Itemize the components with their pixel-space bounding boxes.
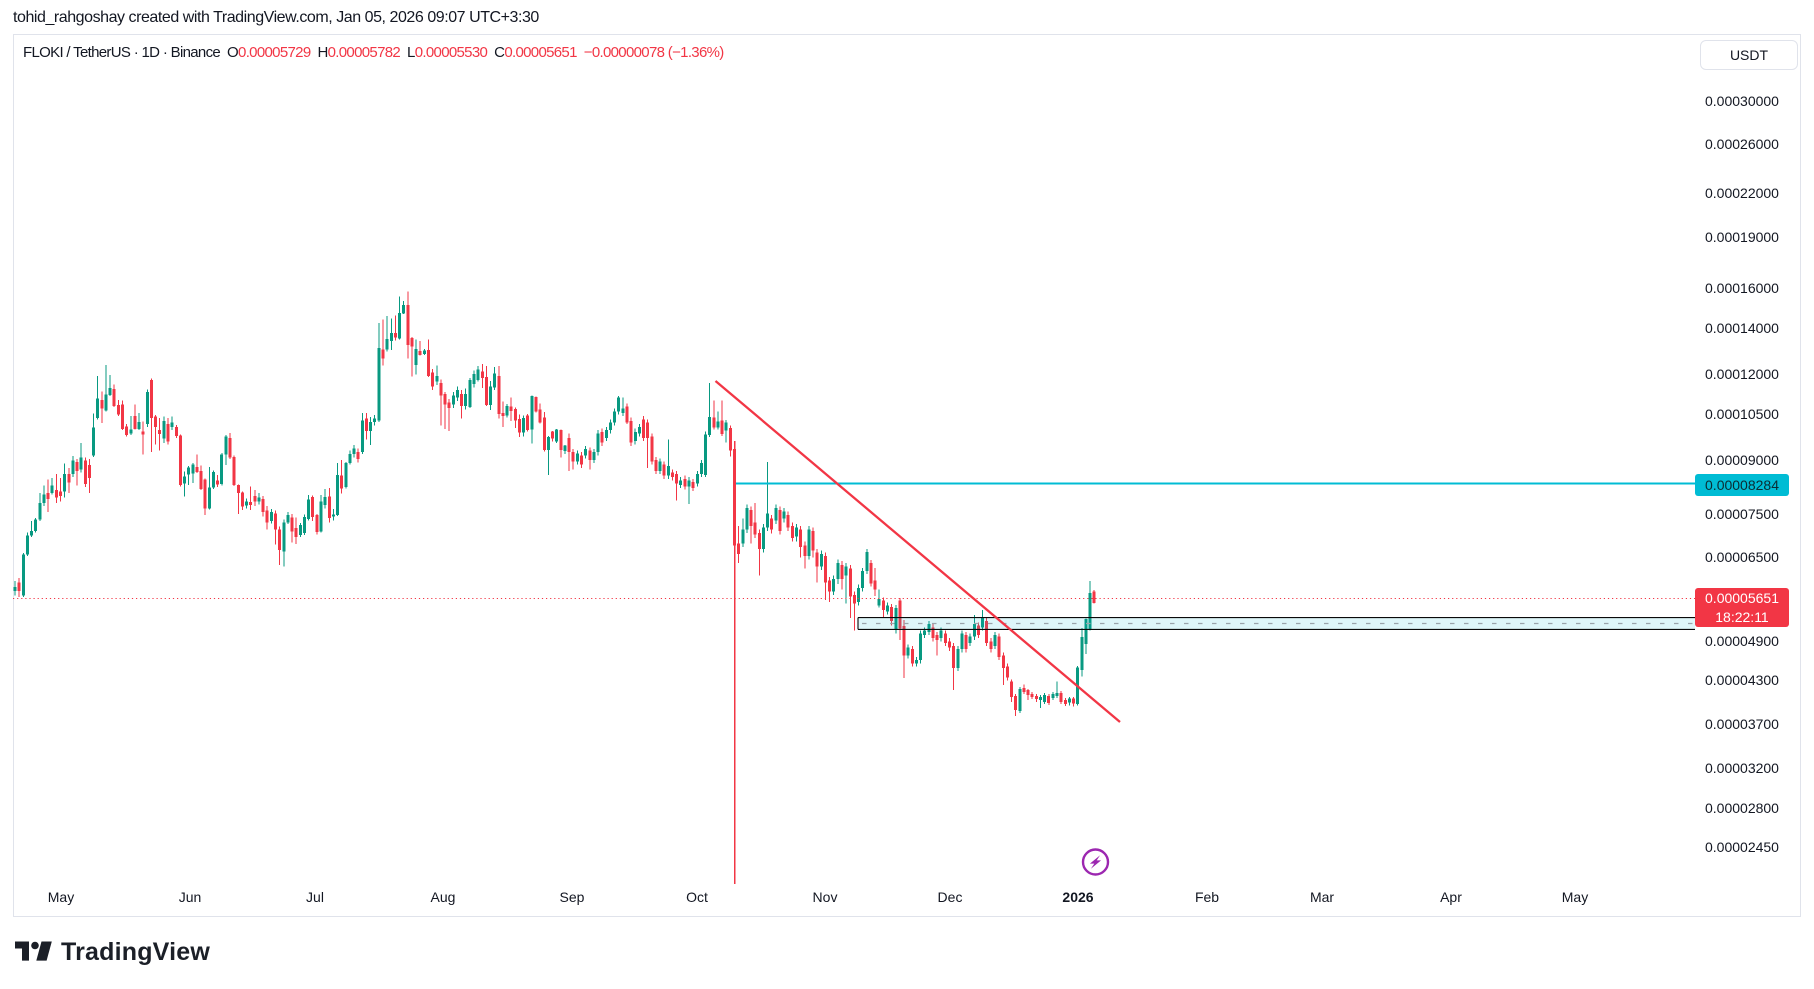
svg-text:TradingView: TradingView	[61, 938, 210, 966]
